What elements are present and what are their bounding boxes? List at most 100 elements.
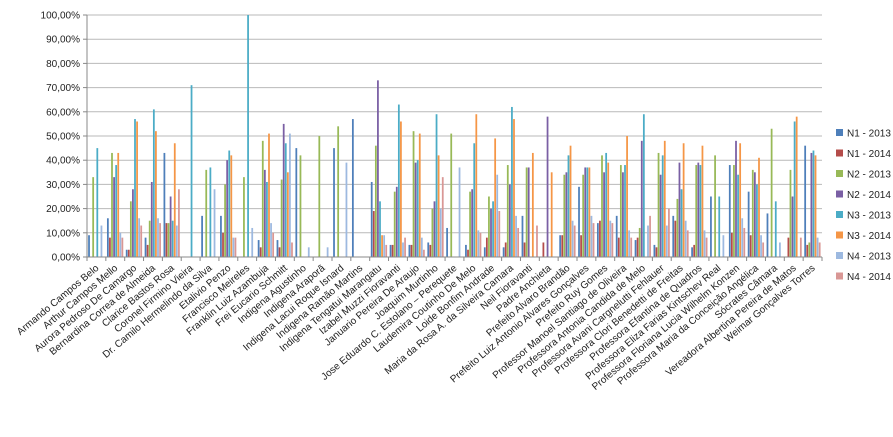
bar	[115, 165, 118, 257]
bar	[531, 152, 534, 257]
bar	[649, 215, 651, 257]
bar	[640, 140, 643, 257]
bar	[766, 213, 769, 257]
bar	[622, 172, 624, 257]
bar	[247, 15, 249, 257]
bar	[701, 145, 704, 257]
bar	[693, 244, 696, 257]
bar	[450, 133, 453, 257]
bar	[525, 167, 528, 257]
bar	[680, 189, 683, 257]
bar	[437, 155, 440, 257]
bar	[416, 160, 419, 257]
bar	[465, 244, 467, 257]
bar	[155, 131, 157, 257]
bar	[678, 162, 681, 257]
bar	[345, 162, 348, 257]
bar	[705, 237, 708, 257]
bar	[571, 220, 574, 257]
bar	[412, 131, 415, 257]
bar	[163, 152, 166, 257]
bar	[270, 223, 272, 257]
bar	[475, 114, 478, 257]
bar	[222, 232, 224, 257]
bar	[278, 247, 281, 257]
bar	[628, 230, 631, 257]
bar	[397, 104, 400, 257]
bar	[333, 148, 335, 257]
bar	[171, 220, 174, 257]
bar	[753, 172, 756, 257]
bar	[735, 140, 737, 257]
bar	[96, 148, 99, 257]
bar	[492, 201, 494, 257]
bar	[420, 237, 423, 257]
bar	[747, 191, 750, 257]
bar	[372, 211, 375, 257]
bar	[665, 225, 668, 257]
bar	[261, 140, 264, 257]
bar	[483, 247, 486, 257]
bar	[582, 174, 585, 257]
bar	[517, 227, 520, 257]
bar	[414, 162, 417, 257]
bar	[201, 215, 203, 257]
bar	[351, 119, 354, 257]
bar	[814, 155, 817, 257]
bar	[488, 196, 490, 257]
bar	[446, 227, 448, 257]
bar	[477, 230, 480, 257]
bar	[473, 143, 476, 257]
bar	[504, 242, 507, 257]
bar	[596, 223, 599, 257]
legend-label: N3 - 2013	[847, 211, 891, 222]
bar	[178, 189, 180, 257]
bar	[527, 167, 530, 257]
bar	[799, 237, 802, 257]
bar	[117, 152, 120, 257]
legend: N1 - 2013 N1 - 2014 N2 - 2013 N2 - 2014 N3 -…	[836, 129, 891, 283]
bar	[567, 155, 570, 257]
y-tick-label: 50,00%	[46, 132, 80, 143]
bar	[106, 218, 109, 257]
bar	[159, 223, 161, 257]
bar	[588, 167, 591, 257]
bar	[167, 223, 170, 257]
bar	[393, 191, 396, 257]
bar	[496, 174, 499, 257]
bar	[774, 201, 777, 257]
legend-swatch	[836, 129, 843, 136]
bar	[111, 152, 113, 257]
bar	[173, 143, 176, 257]
legend-swatch	[836, 149, 843, 157]
bar	[676, 198, 679, 257]
bar	[379, 201, 381, 257]
bar	[818, 242, 821, 257]
bar	[439, 208, 442, 257]
bar	[546, 116, 549, 257]
bar	[741, 218, 744, 257]
bar	[691, 247, 693, 257]
y-tick-label: 20,00%	[46, 204, 80, 215]
bar	[590, 215, 593, 257]
bar	[490, 208, 492, 257]
bar	[284, 143, 287, 257]
bar	[220, 215, 222, 257]
bar	[714, 155, 716, 257]
legend-swatch	[836, 231, 843, 239]
bar	[140, 225, 143, 257]
bar	[433, 201, 436, 257]
bar	[228, 150, 231, 257]
bar	[381, 235, 383, 257]
legend-swatch	[836, 272, 843, 280]
bar	[808, 242, 811, 257]
bar	[337, 126, 340, 257]
bar	[132, 189, 134, 257]
bar	[395, 186, 398, 257]
bar	[603, 172, 605, 257]
bar	[508, 184, 511, 257]
bar	[402, 242, 404, 257]
bar	[569, 145, 572, 257]
bar	[751, 169, 754, 257]
bar	[789, 169, 792, 257]
